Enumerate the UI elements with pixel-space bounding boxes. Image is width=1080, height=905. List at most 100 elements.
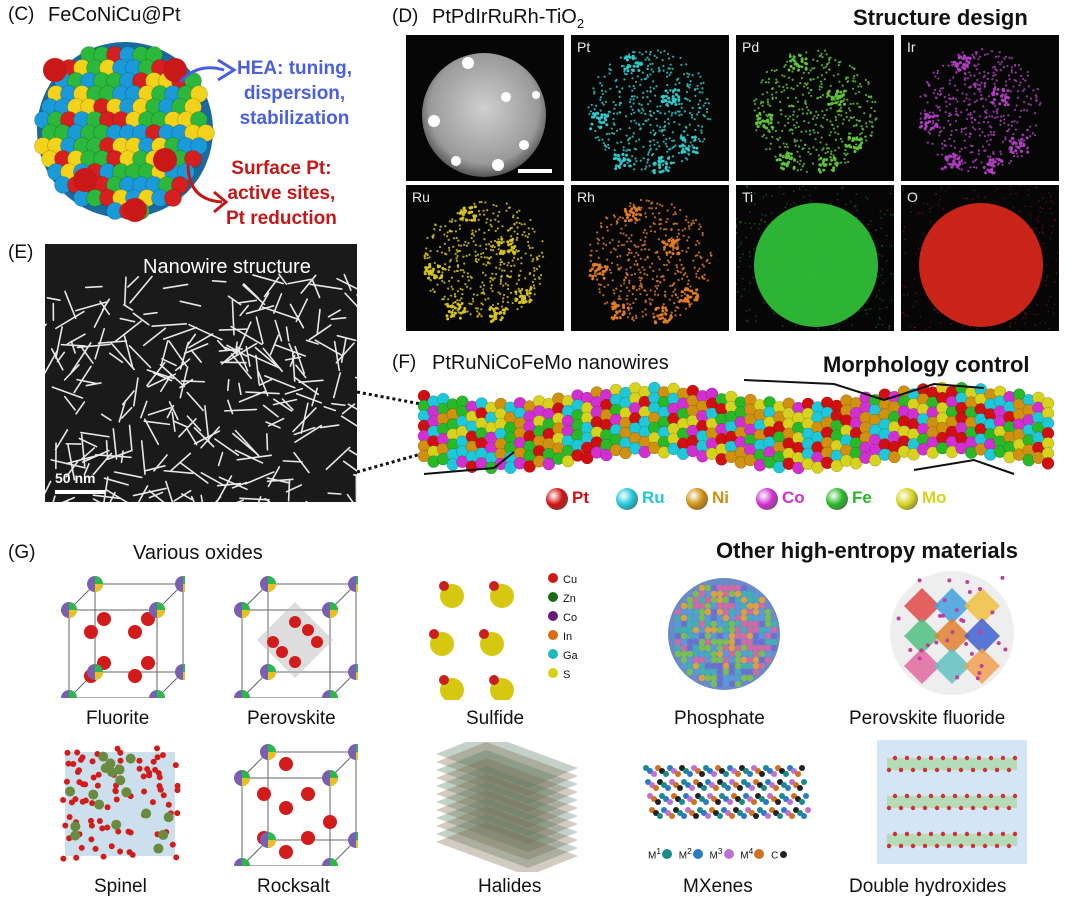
legend-label-ni: Ni	[712, 488, 729, 507]
ptrunicofemo-nanowire-model	[417, 379, 1055, 475]
m4-sup: 4	[748, 846, 754, 856]
caption-rocksalt: Rocksalt	[257, 876, 330, 897]
sulfide-structure	[429, 581, 514, 700]
panel-d-title-main: PtPdIrRuRh-TiO	[432, 6, 577, 28]
element-label-pt: Pt	[577, 39, 591, 55]
legend-dot-pt	[546, 488, 568, 510]
haadf-image	[406, 35, 564, 181]
scale-bar	[55, 490, 105, 494]
element-label-ir: Ir	[907, 39, 916, 55]
element-label-ru: Ru	[412, 189, 430, 205]
caption-sulfide: Sulfide	[466, 708, 525, 729]
m3-sup: 3	[717, 846, 723, 856]
nanowire-element-legend: Pt Ru Ni Co Fe Mo	[546, 486, 966, 510]
structure-design-heading: Structure design	[853, 5, 1028, 30]
panel-d-title: PtPdIrRuRh-TiO2	[432, 6, 584, 31]
spinel-structure	[60, 745, 181, 862]
panel-g-label: (G)	[8, 542, 36, 563]
sulfide-legend-in: In	[548, 630, 572, 643]
element-map-ru: Ru	[406, 185, 564, 331]
element-label-o: O	[907, 189, 918, 205]
element-map-pd: Pd	[736, 35, 894, 181]
element-label-ti: Ti	[742, 189, 754, 205]
hea-line-3: stabilization	[239, 108, 350, 129]
legend-dot-co	[756, 488, 778, 510]
surface-annotation: Surface Pt: active sites, Pt reduction	[226, 156, 337, 231]
tem-title: Nanowire structure	[143, 256, 311, 278]
panel-d-title-sub: 2	[576, 16, 585, 31]
m4-label: M	[740, 850, 749, 862]
m2-dot	[692, 849, 703, 860]
caption-perovskite-fluoride: Perovskite fluoride	[849, 708, 1006, 729]
sulfide-element-legend: Cu Zn Co In Ga S	[548, 573, 598, 691]
mxene-legend: M1 M2 M3 M4 C	[648, 846, 788, 862]
sulfide-legend-cu: Cu	[548, 573, 577, 586]
panel-e-label: (E)	[8, 242, 34, 263]
element-map-ti: Ti	[736, 185, 894, 331]
surface-line-3: Pt reduction	[226, 208, 337, 229]
hea-line-1: HEA: tuning,	[237, 58, 353, 79]
perovskite-fluoride-structure	[890, 571, 1014, 695]
legend-dot-mo	[896, 488, 918, 510]
panel-f-title: PtRuNiCoFeMo nanowires	[432, 352, 669, 374]
legend-dot-ni	[686, 488, 708, 510]
m1-sup: 1	[656, 846, 661, 856]
hea-arrow	[178, 58, 237, 84]
element-map-o: O	[901, 185, 1059, 331]
m2-label: M	[678, 850, 688, 862]
caption-double-hydroxides: Double hydroxides	[849, 876, 1007, 897]
element-label-rh: Rh	[577, 189, 595, 205]
element-label-pd: Pd	[742, 39, 760, 55]
caption-spinel: Spinel	[94, 876, 147, 897]
sulfide-legend-ga: Ga	[548, 649, 578, 662]
various-oxides-title: Various oxides	[133, 542, 263, 564]
caption-mxenes: MXenes	[683, 876, 753, 897]
other-materials-heading: Other high-entropy materials	[716, 538, 1018, 563]
legend-dot-ru	[616, 488, 638, 510]
hea-annotation: HEA: tuning, dispersion, stabilization	[237, 56, 352, 131]
m1-label: M	[648, 850, 657, 862]
rocksalt-structure	[234, 744, 358, 866]
sulfide-legend-s: S	[548, 668, 570, 681]
panel-c-title: FeCoNiCu@Pt	[48, 4, 181, 26]
halides-structure	[436, 742, 578, 872]
double-hydroxides-structure	[877, 740, 1027, 864]
sulfide-legend-co: Co	[548, 611, 577, 624]
surface-line-2: active sites,	[227, 183, 336, 204]
caption-perovskite: Perovskite	[247, 708, 336, 729]
legend-label-fe: Fe	[852, 488, 872, 507]
feconicu-pt-nanoparticle	[34, 42, 215, 222]
m1-dot	[661, 849, 672, 860]
caption-fluorite: Fluorite	[86, 708, 150, 729]
m4-dot	[754, 849, 765, 860]
element-map-rh: Rh	[571, 185, 729, 331]
caption-phosphate: Phosphate	[674, 708, 765, 729]
legend-dot-fe	[826, 488, 848, 510]
legend-label-pt: Pt	[572, 488, 589, 507]
perovskite-structure	[234, 576, 358, 698]
legend-label-co: Co	[782, 488, 805, 507]
panel-d-label: (D)	[392, 6, 419, 27]
element-map-pt: Pt	[571, 35, 729, 181]
hea-line-2: dispersion,	[243, 83, 346, 104]
caption-halides: Halides	[478, 876, 542, 897]
zoom-connector-lines	[357, 390, 422, 474]
morphology-control-heading: Morphology control	[823, 352, 1030, 377]
element-map-ir: Ir	[901, 35, 1059, 181]
legend-label-ru: Ru	[642, 488, 665, 507]
surface-line-1: Surface Pt:	[231, 158, 332, 179]
scale-label: 50 nm	[55, 470, 96, 486]
nanowire-tem-image: Nanowire structure 50 nm	[45, 244, 357, 502]
fluorite-structure	[61, 576, 185, 698]
c-dot	[780, 851, 788, 859]
c-label: C	[771, 850, 779, 862]
panel-f-label: (F)	[392, 352, 417, 373]
m3-dot	[723, 849, 734, 860]
surface-arrow	[186, 163, 229, 214]
sulfide-legend-zn: Zn	[548, 592, 576, 605]
mxenes-structure	[643, 765, 811, 819]
legend-label-mo: Mo	[922, 488, 947, 507]
m2-sup: 2	[687, 846, 692, 856]
m3-label: M	[709, 850, 718, 862]
panel-c-label: (C)	[8, 4, 35, 25]
